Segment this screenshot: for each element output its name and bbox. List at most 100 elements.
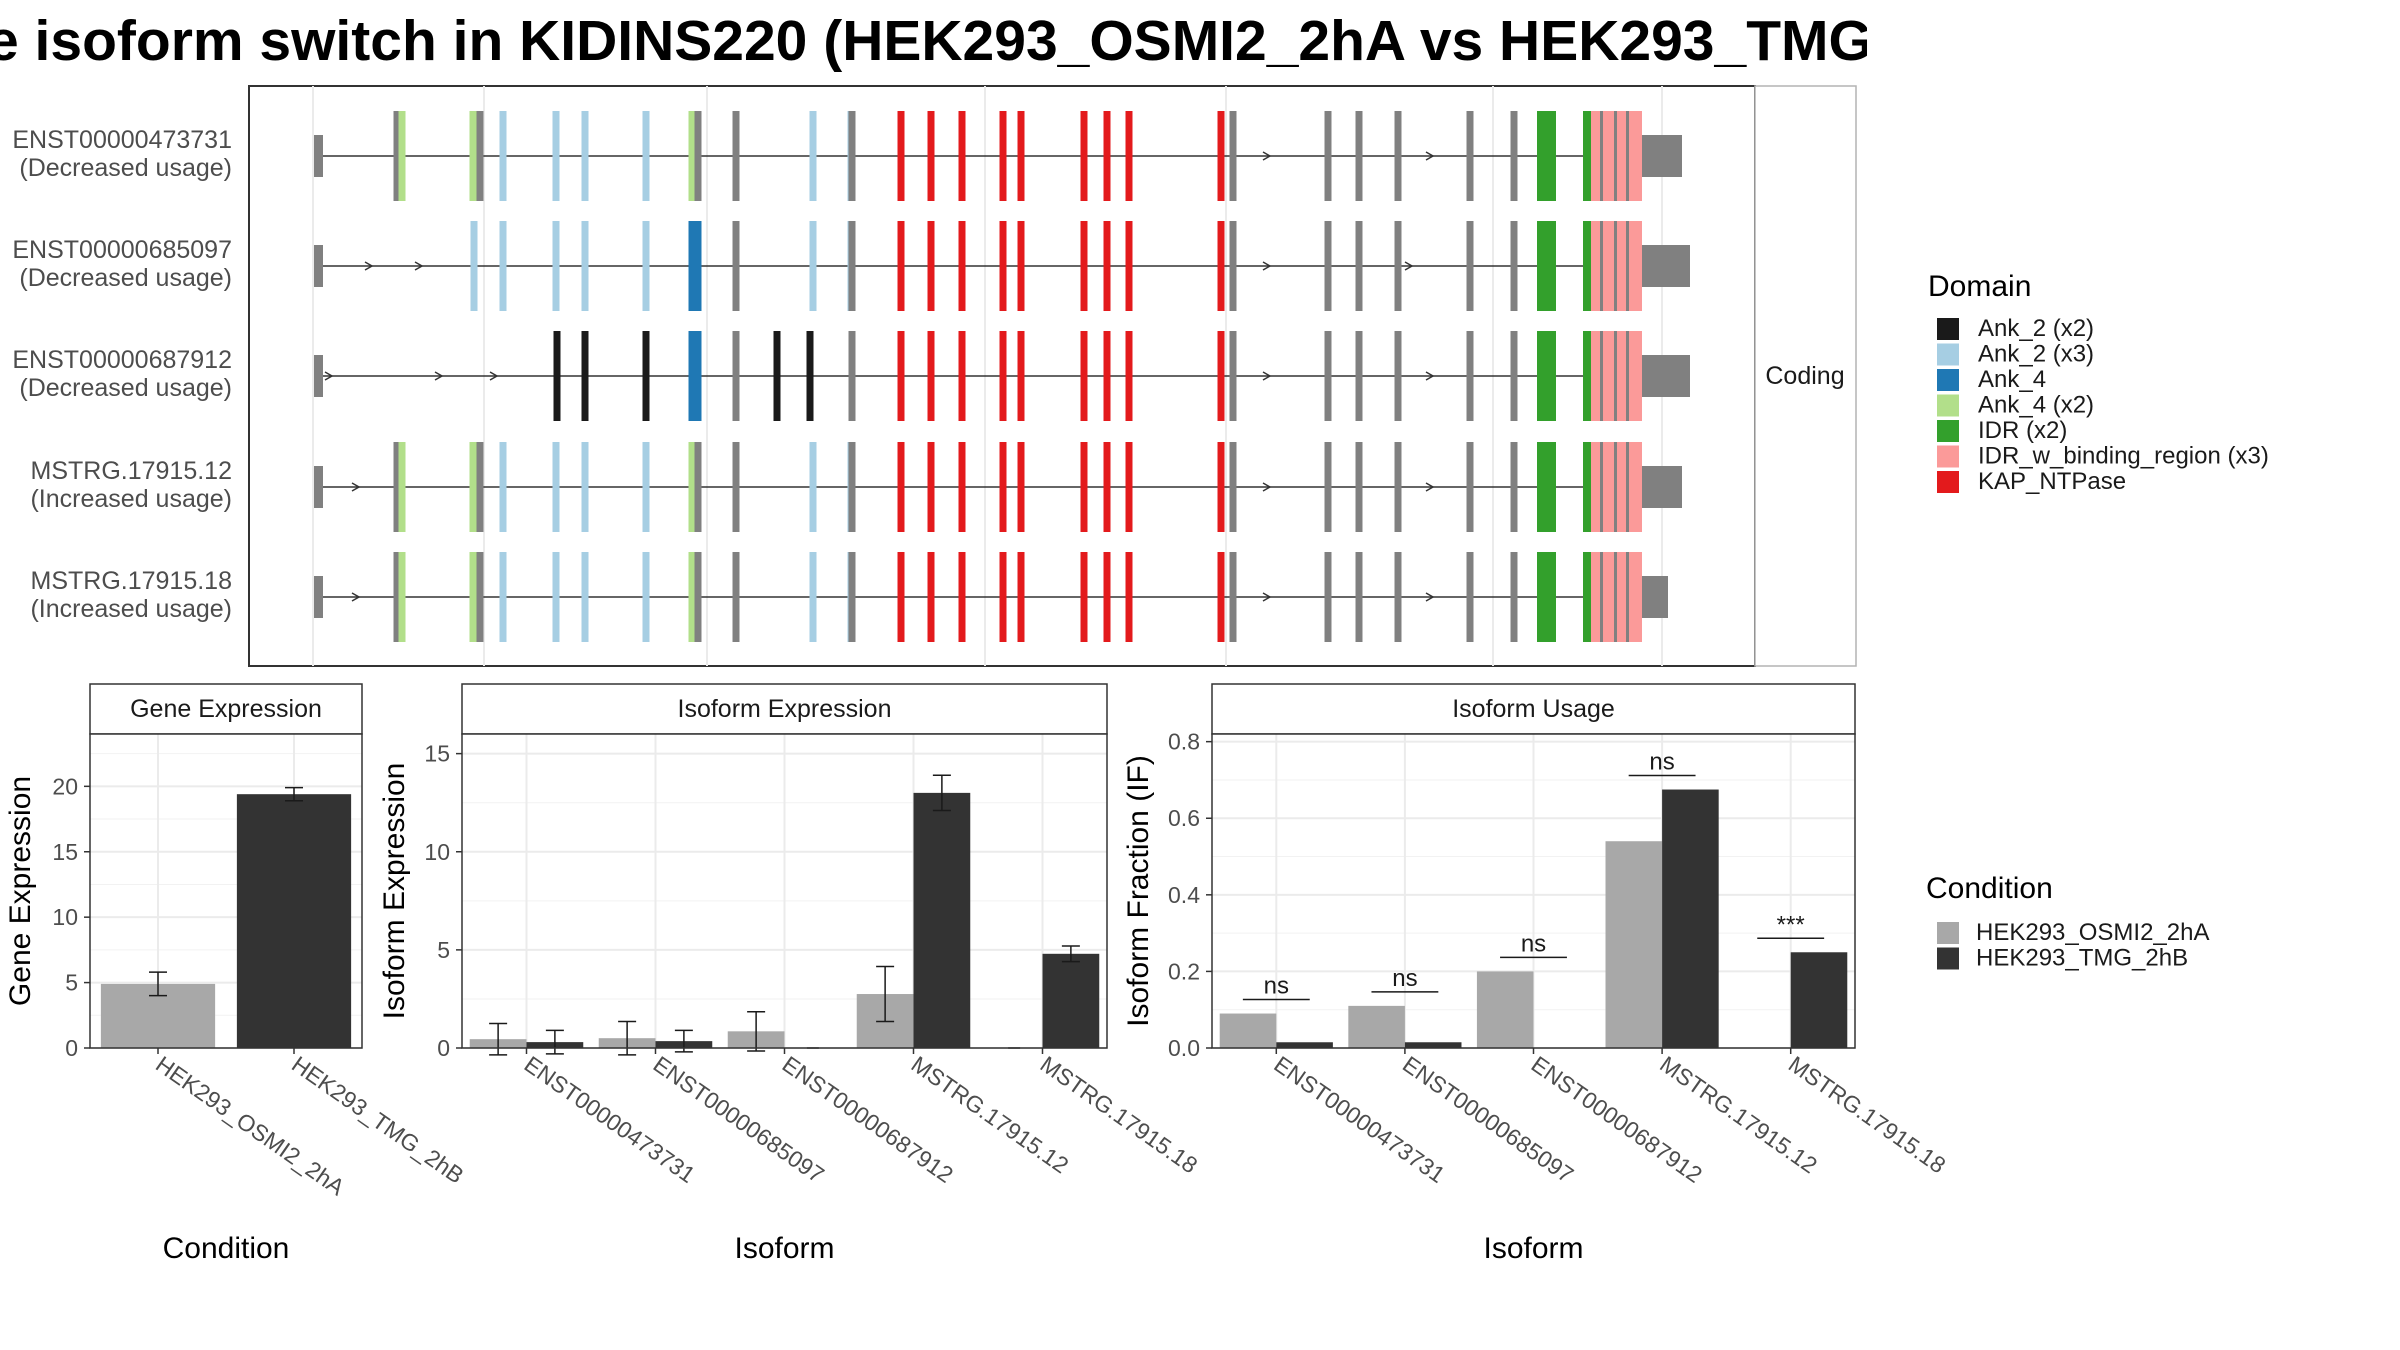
significance-label: ns: [1264, 973, 1289, 1000]
exon: [1217, 111, 1225, 201]
legend-label: Ank_2 (x2): [1978, 315, 2094, 342]
exon: [552, 552, 560, 642]
exon: [1217, 442, 1225, 532]
exon: [1217, 552, 1225, 642]
plot-border: [1211, 733, 1856, 1049]
exon: [958, 552, 966, 642]
strand-arrow: [414, 261, 424, 271]
bar: [1219, 1013, 1277, 1048]
transcript-row: [314, 552, 1668, 642]
exon: [732, 111, 740, 201]
bar: [1790, 952, 1848, 1048]
exon-idr: [1537, 552, 1556, 642]
exon: [1466, 552, 1474, 642]
bar: [1476, 971, 1534, 1048]
strand-arrow: [1425, 151, 1435, 161]
exon: [732, 442, 740, 532]
y-tick-label: 0.8: [1168, 729, 1200, 755]
exon: [581, 221, 589, 311]
exon: [1125, 552, 1133, 642]
exon: [1103, 221, 1111, 311]
exon: [1324, 221, 1332, 311]
exon: [958, 221, 966, 311]
exon: [809, 111, 817, 201]
bar: [1348, 1005, 1405, 1048]
exon: [1510, 221, 1518, 311]
y-tick-label: 10: [424, 839, 450, 865]
exon: [732, 221, 740, 311]
exon: [642, 221, 650, 311]
exon: [581, 111, 589, 201]
legend-label: HEK293_OSMI2_2hA: [1976, 919, 2209, 946]
utr-block: [1642, 245, 1690, 287]
exon: [694, 552, 702, 642]
isoform-expression-chart: Isoform Expression051015ENST00000473731E…: [378, 683, 1202, 1265]
exon: [476, 442, 484, 532]
exon: [897, 442, 905, 532]
exon: [1080, 331, 1088, 421]
exon: [1394, 221, 1402, 311]
exon: [393, 442, 401, 532]
strand-arrow: [1262, 151, 1272, 161]
legend-key: [1937, 369, 1959, 391]
exon: [499, 552, 507, 642]
exon: [1324, 552, 1332, 642]
exon: [642, 331, 650, 421]
y-tick-label: 15: [424, 741, 450, 767]
exon: [848, 111, 856, 201]
legend-key: [1937, 471, 1959, 493]
transcript-usage: (Decreased usage): [19, 264, 232, 292]
transcript-row: [314, 221, 1690, 311]
exon: [809, 552, 817, 642]
exon: [469, 442, 477, 532]
exon: [897, 552, 905, 642]
exon: [1355, 331, 1363, 421]
exon: [809, 442, 817, 532]
exon-boundary: [1626, 331, 1629, 421]
exon: [581, 442, 589, 532]
transcript-usage: (Decreased usage): [19, 154, 232, 182]
y-tick-label: 0.6: [1168, 805, 1200, 831]
significance-label: ***: [1777, 911, 1805, 938]
exon: [694, 442, 702, 532]
y-tick-label: 5: [65, 970, 78, 996]
exon: [314, 245, 323, 287]
exon: [1103, 552, 1111, 642]
exon: [1355, 442, 1363, 532]
exon-idr: [1537, 442, 1556, 532]
transcript-usage: (Increased usage): [30, 485, 232, 513]
bar: [1662, 789, 1719, 1048]
facet-title: Isoform Expression: [678, 695, 892, 723]
exon-idr: [1583, 442, 1591, 532]
legend-key: [1937, 420, 1959, 442]
exon: [848, 221, 856, 311]
exon-idr: [1537, 221, 1556, 311]
exon: [927, 221, 935, 311]
y-axis-title: Isoform Expression: [378, 763, 411, 1020]
exon: [897, 331, 905, 421]
exon: [398, 442, 406, 532]
exon: [694, 221, 702, 311]
exon: [1229, 442, 1237, 532]
exon: [1080, 111, 1088, 201]
exon-boundary: [1626, 442, 1629, 532]
y-tick-label: 15: [52, 839, 78, 865]
exon-boundary: [1614, 111, 1617, 201]
exon: [552, 442, 560, 532]
transcript-row: [314, 442, 1682, 532]
transcript-structure-panel: [248, 85, 1756, 667]
exon: [642, 442, 650, 532]
exon: [897, 221, 905, 311]
transcript-id: ENST00000473731: [12, 126, 232, 154]
exon: [1125, 221, 1133, 311]
exon-idr: [1583, 552, 1591, 642]
utr-block: [1642, 135, 1682, 177]
exon: [314, 355, 323, 397]
exon: [1466, 221, 1474, 311]
exon-idr: [1537, 111, 1556, 201]
exon: [927, 111, 935, 201]
plot-title: e isoform switch in KIDINS220 (HEK293_OS…: [0, 9, 1867, 73]
exon: [1324, 111, 1332, 201]
exon: [642, 552, 650, 642]
